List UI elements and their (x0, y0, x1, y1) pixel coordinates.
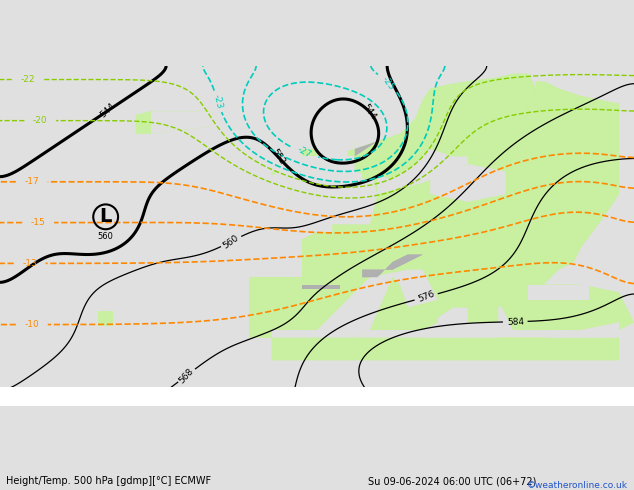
Polygon shape (468, 89, 536, 156)
Polygon shape (302, 172, 377, 224)
Polygon shape (264, 138, 272, 141)
Polygon shape (211, 119, 355, 172)
Polygon shape (370, 270, 437, 330)
Polygon shape (408, 322, 430, 330)
Polygon shape (355, 74, 536, 187)
Text: 568: 568 (178, 366, 196, 385)
Bar (0, 387, 634, 406)
Text: ©weatheronline.co.uk: ©weatheronline.co.uk (527, 481, 628, 490)
Polygon shape (249, 81, 619, 338)
Polygon shape (136, 107, 219, 134)
Text: -17: -17 (25, 177, 39, 186)
Polygon shape (468, 300, 498, 330)
Text: -25: -25 (380, 74, 396, 92)
Text: -22: -22 (20, 75, 35, 84)
Text: 560: 560 (98, 232, 113, 241)
Polygon shape (197, 391, 219, 402)
Polygon shape (242, 191, 272, 220)
Polygon shape (362, 172, 377, 179)
Polygon shape (242, 247, 302, 277)
Polygon shape (0, 66, 634, 406)
Polygon shape (355, 134, 468, 187)
Polygon shape (0, 66, 226, 406)
Polygon shape (498, 285, 634, 330)
Text: 552: 552 (269, 147, 287, 167)
Text: Su 09-06-2024 06:00 UTC (06+72): Su 09-06-2024 06:00 UTC (06+72) (368, 476, 536, 486)
Text: 544: 544 (361, 102, 377, 121)
Polygon shape (528, 285, 589, 300)
Polygon shape (373, 175, 392, 194)
Text: -10: -10 (25, 320, 39, 329)
Text: Height/Temp. 500 hPa [gdmp][°C] ECMWF: Height/Temp. 500 hPa [gdmp][°C] ECMWF (6, 476, 212, 486)
Text: L: L (100, 207, 112, 226)
Polygon shape (498, 285, 634, 330)
Polygon shape (423, 322, 498, 338)
Polygon shape (272, 172, 332, 232)
Polygon shape (317, 277, 392, 338)
Polygon shape (302, 285, 340, 289)
Polygon shape (302, 285, 340, 289)
Polygon shape (355, 66, 634, 96)
Polygon shape (249, 277, 340, 338)
Polygon shape (0, 172, 272, 406)
Polygon shape (242, 191, 272, 220)
Text: -27: -27 (295, 145, 313, 160)
Polygon shape (355, 74, 536, 187)
Polygon shape (0, 172, 332, 232)
Polygon shape (355, 134, 392, 156)
Polygon shape (430, 164, 506, 202)
Text: 584: 584 (507, 317, 524, 326)
Polygon shape (498, 322, 619, 338)
Polygon shape (377, 149, 468, 194)
Polygon shape (347, 141, 355, 156)
Polygon shape (249, 81, 619, 338)
Text: 560: 560 (221, 233, 241, 250)
Text: 576: 576 (417, 290, 436, 304)
Polygon shape (355, 134, 468, 187)
Polygon shape (468, 300, 498, 330)
Polygon shape (362, 255, 423, 277)
Polygon shape (370, 270, 437, 307)
Text: -20: -20 (33, 116, 48, 125)
Polygon shape (370, 270, 437, 330)
Polygon shape (272, 172, 332, 232)
Polygon shape (272, 330, 619, 360)
Polygon shape (302, 149, 317, 156)
Polygon shape (249, 277, 340, 338)
Polygon shape (272, 322, 619, 338)
Polygon shape (98, 311, 113, 326)
Text: -23: -23 (212, 93, 224, 110)
Polygon shape (272, 330, 619, 360)
Polygon shape (362, 255, 423, 277)
Polygon shape (136, 107, 219, 134)
Polygon shape (468, 89, 536, 156)
Polygon shape (373, 175, 392, 194)
Polygon shape (279, 220, 332, 232)
Text: 544: 544 (99, 101, 117, 120)
Text: -13: -13 (22, 259, 37, 268)
Text: -15: -15 (31, 218, 46, 227)
Polygon shape (279, 262, 302, 277)
